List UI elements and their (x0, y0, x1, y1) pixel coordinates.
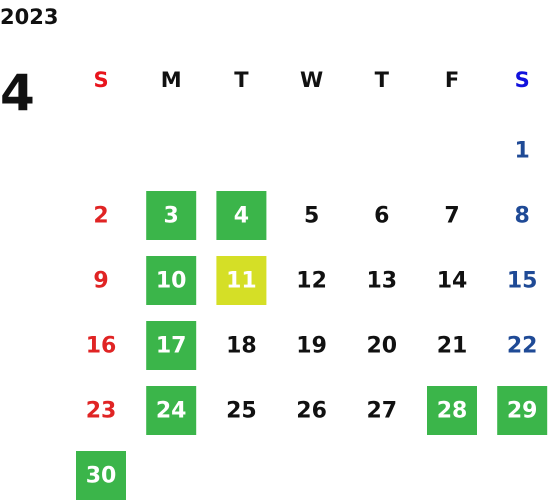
day-number: 29 (507, 399, 538, 424)
day-highlight (146, 321, 197, 370)
day-number: 30 (86, 464, 117, 489)
day-number: 21 (437, 334, 468, 359)
day-number: 6 (374, 204, 389, 229)
day-number: 17 (156, 334, 187, 359)
day-highlight (497, 386, 548, 435)
day-highlight (146, 191, 197, 240)
day-number: 9 (93, 269, 108, 294)
day-highlight (216, 191, 267, 240)
day-number: 10 (156, 269, 187, 294)
day-number: 1 (515, 139, 530, 164)
day-number: 27 (366, 399, 397, 424)
day-number: 2 (93, 204, 108, 229)
day-number: 15 (507, 269, 538, 294)
day-number: 3 (164, 204, 179, 229)
day-number: 14 (437, 269, 468, 294)
year: 2023 (0, 5, 58, 29)
day-number: 26 (296, 399, 327, 424)
day-highlight (146, 386, 197, 435)
weekday-label: M (161, 68, 182, 92)
day-number: 8 (515, 204, 530, 229)
day-number: 4 (234, 204, 249, 229)
day-number: 24 (156, 399, 187, 424)
day-number: 11 (226, 269, 257, 294)
day-number: 7 (444, 204, 459, 229)
day-number: 22 (507, 334, 538, 359)
day-number: 28 (437, 399, 468, 424)
day-number: 19 (296, 334, 327, 359)
weekday-label: T (375, 68, 390, 92)
month: 4 (0, 64, 35, 122)
day-number: 20 (366, 334, 397, 359)
day-number: 18 (226, 334, 257, 359)
day-number: 23 (86, 399, 117, 424)
day-number: 25 (226, 399, 257, 424)
day-highlight (76, 451, 126, 500)
day-highlight (427, 386, 477, 435)
weekday-label: W (300, 68, 323, 92)
weekday-label: S (515, 68, 530, 92)
day-number: 13 (366, 269, 397, 294)
day-highlight (146, 256, 197, 305)
weekday-label: F (445, 68, 459, 92)
day-highlight (216, 256, 267, 305)
weekday-label: S (93, 68, 108, 92)
weekday-label: T (234, 68, 249, 92)
day-number: 16 (86, 334, 117, 359)
day-number: 12 (296, 269, 327, 294)
day-number: 5 (304, 204, 319, 229)
